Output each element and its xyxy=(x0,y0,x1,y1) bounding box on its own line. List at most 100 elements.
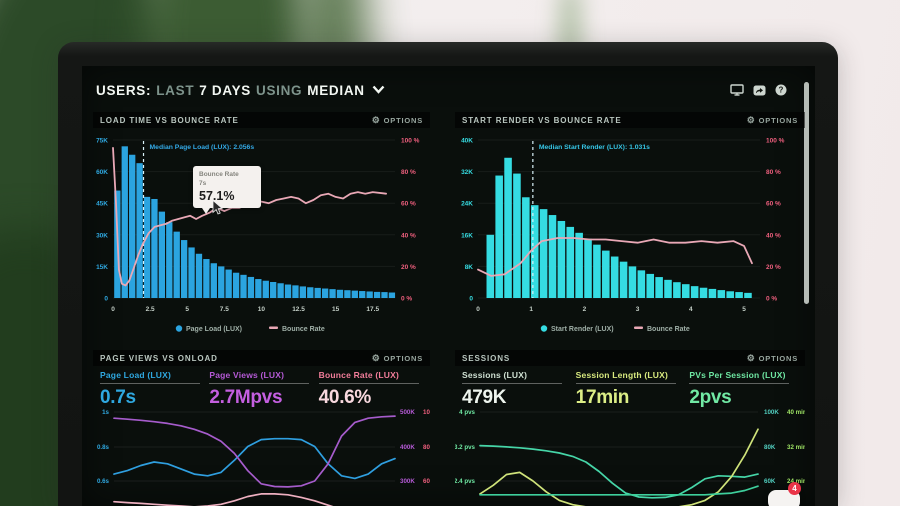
chart-legend: Start Render (LUX) Bounce Rate xyxy=(540,325,690,333)
chat-widget[interactable]: 4 xyxy=(768,482,801,506)
svg-text:0.6s: 0.6s xyxy=(97,478,110,485)
tooltip-series: Bounce Rate xyxy=(199,171,239,178)
svg-text:3.2 pvs: 3.2 pvs xyxy=(455,444,476,451)
svg-text:100K: 100K xyxy=(764,409,779,416)
metric-bounce-rate[interactable]: Bounce Rate (LUX) 40.6% xyxy=(318,370,428,409)
svg-text:0: 0 xyxy=(111,306,115,313)
panel-title: PAGE VIEWS VS ONLOAD xyxy=(100,353,218,363)
title-7days: 7 DAYS xyxy=(199,82,251,98)
scrollbar[interactable] xyxy=(804,82,809,304)
metric-underline xyxy=(100,383,200,384)
dashboard-screen: USERS: LAST 7 DAYS USING MEDIAN ? LOAD TIME … xyxy=(82,66,815,506)
series-line xyxy=(479,428,759,506)
svg-text:0: 0 xyxy=(104,296,108,303)
help-icon[interactable]: ? xyxy=(775,84,787,96)
gear-icon: ⚙ xyxy=(746,352,756,363)
svg-text:100 %: 100 % xyxy=(401,138,420,145)
metric-sessions[interactable]: Sessions (LUX) 479K xyxy=(462,370,576,409)
svg-text:5: 5 xyxy=(742,306,746,313)
options-button[interactable]: ⚙ OPTIONS xyxy=(746,352,798,363)
svg-text:75K: 75K xyxy=(96,138,108,145)
load-time-chart[interactable]: Bounce Rate 7s 57.1% 75K 100 % 60K 80 % 45K 6… xyxy=(93,128,430,345)
series-line xyxy=(113,493,334,506)
svg-text:Start Render (LUX): Start Render (LUX) xyxy=(551,326,614,333)
sessions-svg: 4 pvs 100K 40 min 3.2 pvs 80K 32 min 2.4 pvs 60… xyxy=(454,409,807,506)
options-button[interactable]: ⚙ OPTIONS xyxy=(371,352,423,363)
svg-text:60K: 60K xyxy=(764,478,776,485)
metric-underline xyxy=(462,383,562,384)
svg-text:Median Start Render (LUX): 1.0: Median Start Render (LUX): 1.031s xyxy=(539,144,650,151)
metric-underline xyxy=(209,383,310,384)
mouse-cursor-icon xyxy=(212,200,223,215)
notification-badge: 4 xyxy=(788,482,801,495)
svg-text:400K: 400K xyxy=(400,444,415,451)
median-marker: Median Page Load (LUX): 2.056s xyxy=(142,141,254,298)
metric-row: Sessions (LUX) 479K Session Length (LUX)… xyxy=(462,370,803,409)
series-line xyxy=(113,437,396,480)
svg-text:Bounce Rate: Bounce Rate xyxy=(647,326,690,333)
svg-text:32 min: 32 min xyxy=(787,444,805,451)
title-using: USING xyxy=(256,82,303,98)
svg-text:2.5: 2.5 xyxy=(146,306,155,313)
metric-session-length[interactable]: Session Length (LUX) 17min xyxy=(575,370,690,409)
svg-text:40 %: 40 % xyxy=(766,232,781,239)
title-median: MEDIAN xyxy=(307,82,365,98)
metric-underline xyxy=(575,383,676,384)
metric-pvs-per-session[interactable]: PVs Per Session (LUX) 2pvs xyxy=(689,370,803,409)
svg-text:80 %: 80 % xyxy=(401,169,416,176)
page-views-vs-onload-svg: 1s 500K 100% 0.8s 400K 80% 0.6s 300K 60% xyxy=(97,409,439,506)
metric-underline xyxy=(318,383,419,384)
svg-text:80%: 80% xyxy=(423,444,430,451)
svg-text:2.4 pvs: 2.4 pvs xyxy=(455,478,476,485)
share-icon[interactable] xyxy=(753,85,766,96)
dashboard-topbar: USERS: LAST 7 DAYS USING MEDIAN ? xyxy=(96,76,803,104)
svg-text:0 %: 0 % xyxy=(766,296,777,303)
metric-underline xyxy=(689,383,790,384)
panel-sessions: SESSIONS ⚙ OPTIONS Sessions (LUX) 479K Se… xyxy=(454,350,807,506)
metric-page-views[interactable]: Page Views (LUX) 2.7Mpvs xyxy=(209,370,318,409)
svg-text:40K: 40K xyxy=(461,138,473,145)
svg-text:4: 4 xyxy=(689,306,693,313)
svg-text:12.5: 12.5 xyxy=(292,306,305,313)
svg-text:0: 0 xyxy=(469,296,473,303)
svg-text:4 pvs: 4 pvs xyxy=(459,409,475,416)
svg-text:1: 1 xyxy=(529,306,533,313)
display-icon[interactable] xyxy=(730,84,744,96)
panel-page-views-vs-onload: PAGE VIEWS VS ONLOAD ⚙ OPTIONS Page Load … xyxy=(93,350,439,506)
svg-text:60K: 60K xyxy=(96,169,108,176)
metric-page-load[interactable]: Page Load (LUX) 0.7s xyxy=(100,370,209,409)
svg-text:60%: 60% xyxy=(423,478,430,485)
start-render-vs-bounce-rate-svg: 40K 100 % 32K 80 % 24K 60 % 16K 40 % 8K 20 % 0 0 % M… xyxy=(461,138,785,334)
start-render-chart[interactable]: 40K 100 % 32K 80 % 24K 60 % 16K 40 % 8K 20 % 0 0 % M… xyxy=(455,128,805,345)
tooltip-value: 57.1% xyxy=(199,189,235,204)
chevron-down-icon[interactable] xyxy=(372,85,385,94)
options-button[interactable]: ⚙ OPTIONS xyxy=(746,114,798,125)
svg-text:24K: 24K xyxy=(461,201,473,208)
topbar-icons: ? xyxy=(730,84,787,96)
svg-text:7.5: 7.5 xyxy=(220,306,229,313)
svg-text:20 %: 20 % xyxy=(766,264,781,271)
page-views-sparkline[interactable]: 1s 500K 100% 0.8s 400K 80% 0.6s 300K 60% xyxy=(93,406,439,506)
sessions-sparkline[interactable]: 4 pvs 100K 40 min 3.2 pvs 80K 32 min 2.4 pvs 60… xyxy=(454,406,807,506)
svg-text:0.8s: 0.8s xyxy=(97,444,110,451)
panel-header: LOAD TIME VS BOUNCE RATE ⚙ OPTIONS xyxy=(93,112,430,128)
svg-text:17.5: 17.5 xyxy=(366,306,379,313)
options-button[interactable]: ⚙ OPTIONS xyxy=(371,114,423,125)
svg-text:80 %: 80 % xyxy=(766,169,781,176)
svg-text:3: 3 xyxy=(636,306,640,313)
tooltip-x-value: 7s xyxy=(199,180,207,188)
panel-start-render-vs-bounce-rate: START RENDER VS BOUNCE RATE ⚙ OPTIONS 40K… xyxy=(455,112,805,345)
bounce-rate-line xyxy=(477,237,753,277)
svg-text:100 %: 100 % xyxy=(766,138,785,145)
svg-text:80K: 80K xyxy=(764,444,776,451)
panel-title: SESSIONS xyxy=(462,353,511,363)
svg-text:5: 5 xyxy=(185,306,189,313)
svg-text:1s: 1s xyxy=(102,409,109,416)
chart-legend: Page Load (LUX) Bounce Rate xyxy=(175,325,325,333)
svg-text:0: 0 xyxy=(476,306,480,313)
gear-icon: ⚙ xyxy=(371,114,381,125)
svg-text:0 %: 0 % xyxy=(401,296,412,303)
users-filter-dropdown[interactable]: USERS: LAST 7 DAYS USING MEDIAN xyxy=(96,83,385,98)
svg-text:40 min: 40 min xyxy=(787,409,805,416)
